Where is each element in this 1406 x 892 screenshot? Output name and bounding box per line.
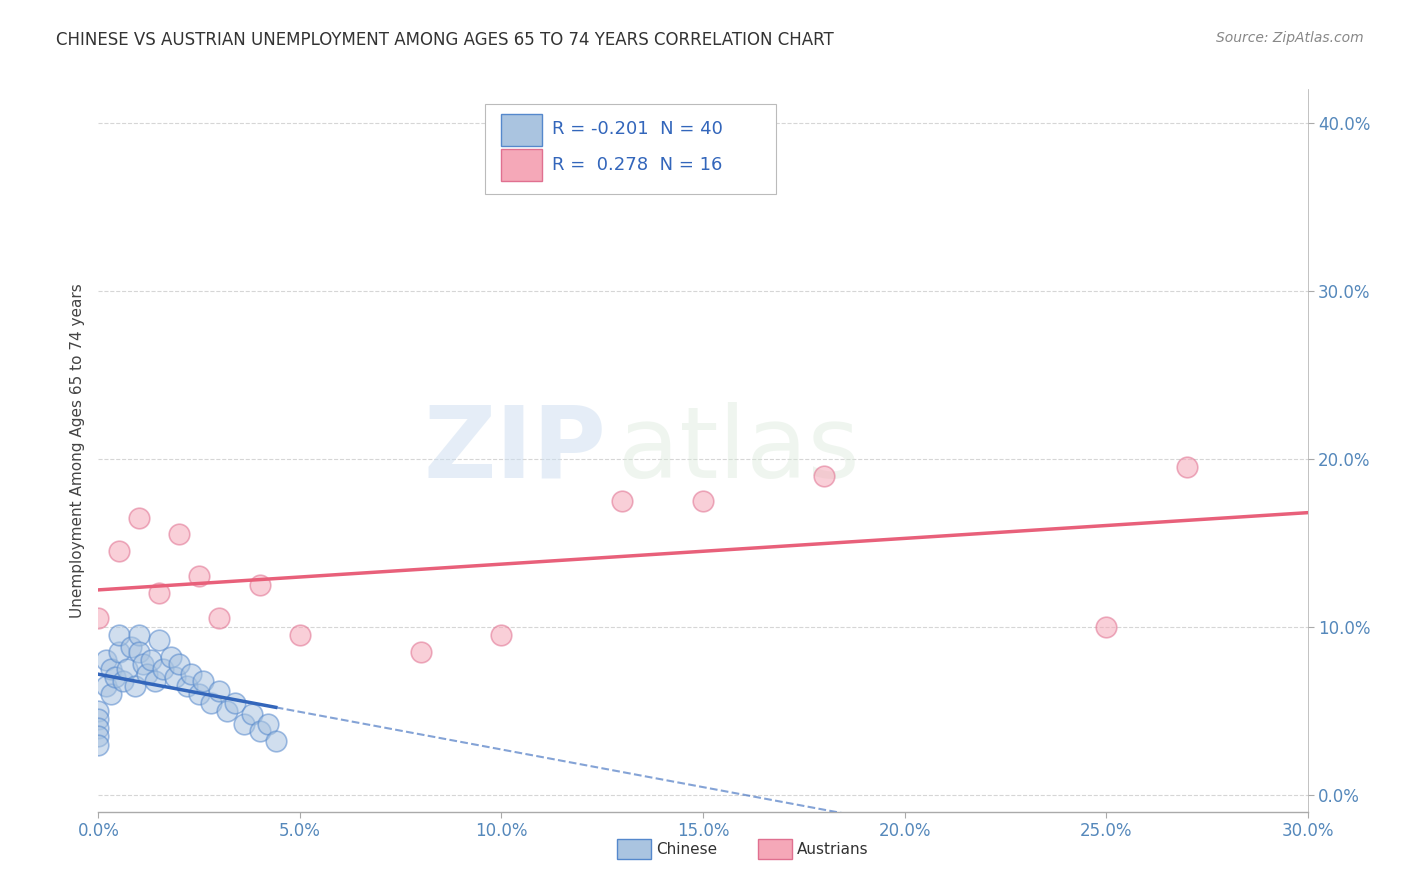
Point xyxy=(163,670,186,684)
Point xyxy=(135,667,157,681)
Point xyxy=(200,696,222,710)
Point xyxy=(128,628,150,642)
Point xyxy=(148,633,170,648)
Point xyxy=(249,578,271,592)
Point xyxy=(115,662,138,676)
Point xyxy=(152,662,174,676)
Point xyxy=(143,673,166,688)
Text: Austrians: Austrians xyxy=(797,842,869,856)
Point xyxy=(1095,620,1118,634)
Point xyxy=(87,729,110,743)
Point xyxy=(96,679,118,693)
Point xyxy=(107,628,129,642)
Point xyxy=(139,653,162,667)
Point xyxy=(813,468,835,483)
Point xyxy=(288,628,311,642)
Point xyxy=(167,527,190,541)
Point xyxy=(217,704,239,718)
Point xyxy=(188,687,211,701)
Point xyxy=(107,544,129,558)
Point xyxy=(128,510,150,524)
Point xyxy=(167,657,190,671)
Point xyxy=(224,696,246,710)
Text: R =  0.278  N = 16: R = 0.278 N = 16 xyxy=(551,156,723,174)
Point xyxy=(87,712,110,726)
Point xyxy=(111,673,134,688)
FancyBboxPatch shape xyxy=(501,114,543,146)
Point xyxy=(193,673,215,688)
Text: CHINESE VS AUSTRIAN UNEMPLOYMENT AMONG AGES 65 TO 74 YEARS CORRELATION CHART: CHINESE VS AUSTRIAN UNEMPLOYMENT AMONG A… xyxy=(56,31,834,49)
Point xyxy=(188,569,211,583)
Point xyxy=(132,657,155,671)
Point xyxy=(87,611,110,625)
Y-axis label: Unemployment Among Ages 65 to 74 years: Unemployment Among Ages 65 to 74 years xyxy=(69,283,84,618)
Point xyxy=(103,670,125,684)
Point xyxy=(100,662,122,676)
Point xyxy=(240,707,263,722)
Point xyxy=(208,611,231,625)
Point xyxy=(612,494,634,508)
Point xyxy=(232,717,254,731)
Point xyxy=(180,667,202,681)
Point xyxy=(208,683,231,698)
FancyBboxPatch shape xyxy=(485,103,776,194)
Point xyxy=(87,721,110,735)
Point xyxy=(148,586,170,600)
Point xyxy=(107,645,129,659)
Point xyxy=(249,724,271,739)
Point xyxy=(120,640,142,654)
Point xyxy=(1175,460,1198,475)
Text: ZIP: ZIP xyxy=(423,402,606,499)
Text: atlas: atlas xyxy=(619,402,860,499)
Point xyxy=(100,687,122,701)
FancyBboxPatch shape xyxy=(501,149,543,181)
Text: Chinese: Chinese xyxy=(657,842,717,856)
Point xyxy=(256,717,278,731)
Point xyxy=(176,679,198,693)
Point xyxy=(96,653,118,667)
Text: Source: ZipAtlas.com: Source: ZipAtlas.com xyxy=(1216,31,1364,45)
Point xyxy=(491,628,513,642)
Point xyxy=(87,738,110,752)
Text: R = -0.201  N = 40: R = -0.201 N = 40 xyxy=(551,120,723,138)
Point xyxy=(87,704,110,718)
Point xyxy=(692,494,714,508)
Point xyxy=(128,645,150,659)
Point xyxy=(160,650,183,665)
Point xyxy=(124,679,146,693)
Point xyxy=(409,645,432,659)
Point xyxy=(264,734,287,748)
